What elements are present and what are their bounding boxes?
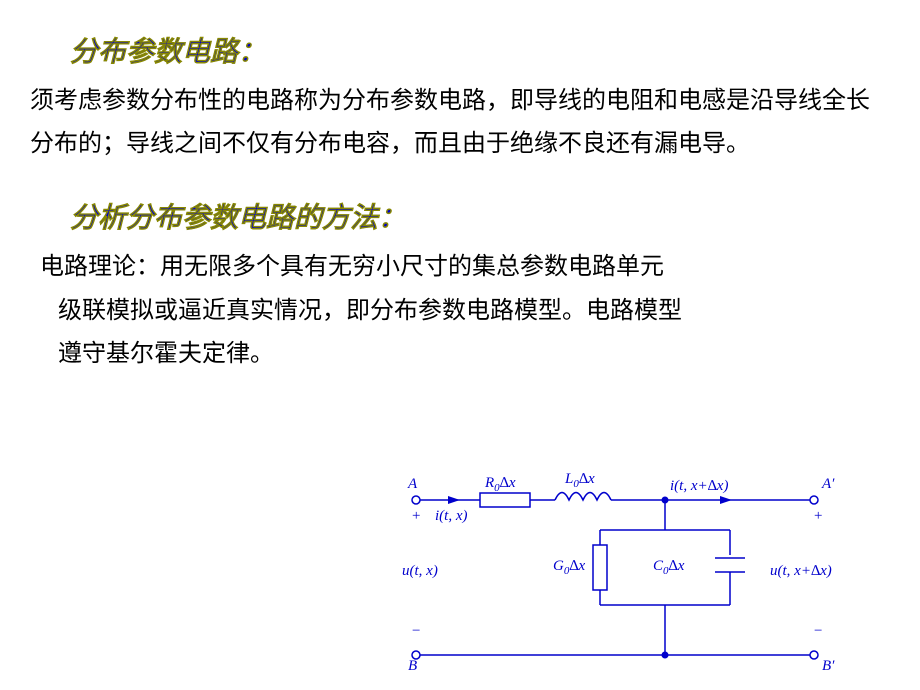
plus-right: + bbox=[814, 508, 822, 524]
heading-distributed-parameter: 分布参数电路： bbox=[70, 30, 890, 70]
circuit-diagram: A A′ B B′ R0∆x L0∆x G0∆x C0∆x i(t, x) i(… bbox=[390, 470, 870, 670]
plus-left: + bbox=[412, 508, 420, 524]
paragraph-method-line2: 级联模拟或逼近真实情况，即分布参数电路模型。电路模型 bbox=[40, 290, 890, 333]
current-out-label: i(t, x+∆x) bbox=[670, 478, 728, 494]
node-aprime-label: A′ bbox=[821, 476, 835, 492]
minus-left: − bbox=[412, 623, 420, 639]
paragraph-method-line3: 遵守基尔霍夫定律。 bbox=[40, 333, 890, 376]
node-b-label: B bbox=[408, 658, 417, 670]
paragraph-method: 电路理论：用无限多个具有无穷小尺寸的集总参数电路单元 级联模拟或逼近真实情况，即… bbox=[40, 246, 890, 376]
current-in-label: i(t, x) bbox=[435, 508, 467, 524]
node-a-label: A bbox=[407, 476, 418, 492]
heading-analysis-method: 分析分布参数电路的方法： bbox=[70, 196, 890, 236]
paragraph-method-line1: 电路理论：用无限多个具有无穷小尺寸的集总参数电路单元 bbox=[40, 246, 890, 289]
conductor-label: G0∆x bbox=[553, 558, 586, 577]
paragraph-definition: 须考虑参数分布性的电路称为分布参数电路，即导线的电阻和电感是沿导线全长分布的；导… bbox=[30, 80, 890, 166]
capacitor-label: C0∆x bbox=[653, 558, 685, 577]
node-bprime-label: B′ bbox=[822, 658, 835, 670]
voltage-out-label: u(t, x+∆x) bbox=[770, 563, 832, 579]
resistor-label: R0∆x bbox=[484, 475, 516, 494]
minus-right: − bbox=[814, 623, 822, 639]
voltage-in-label: u(t, x) bbox=[402, 563, 438, 579]
inductor-label: L0∆x bbox=[564, 471, 595, 490]
